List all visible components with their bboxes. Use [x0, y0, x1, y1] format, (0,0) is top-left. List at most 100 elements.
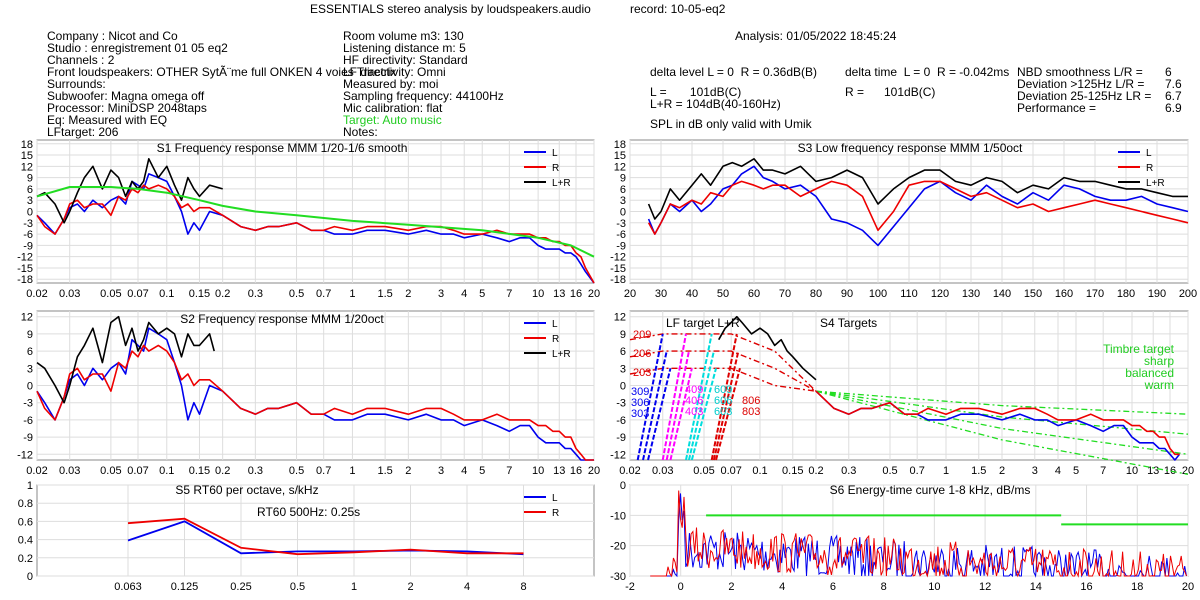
s4-y-tick-label: 6	[620, 346, 626, 358]
s3-y-tick-label: 0	[620, 207, 626, 219]
s6-series-etc	[650, 490, 1187, 578]
s4-lf-target-riser	[712, 350, 740, 461]
s3-x-tick-label: 100	[869, 288, 887, 300]
s1-x-tick-label: 3	[438, 288, 444, 300]
s5-plot-area	[36, 484, 595, 577]
s2-x-tick-label: 0.02	[26, 465, 47, 477]
s2-x-tick-label: 0.5	[289, 465, 304, 477]
s3-title: S3 Low frequency response MMM 1/50oct	[798, 141, 1023, 155]
s1-legend-label: R	[552, 163, 559, 174]
s2-legend-label: R	[552, 334, 559, 345]
s3-x-tick-label: 110	[900, 288, 918, 300]
s4-title: S4 Targets	[820, 316, 877, 330]
s4-x-tick-label: 16	[1164, 465, 1176, 477]
s2-y-tick-label: 3	[27, 363, 33, 375]
s2-y-tick-label: 9	[27, 329, 33, 341]
s4-x-tick-label: 0.07	[720, 465, 741, 477]
s4-x-tick-label: 20	[1182, 465, 1194, 477]
s2-x-tick-label: 0.1	[159, 465, 174, 477]
channels: Channels : 2	[47, 53, 115, 67]
s3-series-r	[647, 180, 1189, 235]
spl-note: SPL in dB only valid with Umik	[650, 117, 812, 131]
mic-calibration: Mic calibration: flat	[343, 101, 443, 115]
s6-title: S6 Energy-time curve 1-8 kHz, dB/ms	[830, 483, 1031, 497]
deviation-hf-label: Deviation >125Hz L/R =	[1017, 77, 1145, 91]
s3-x-tick-label: 60	[748, 288, 760, 300]
s2-x-tick-label: 0.2	[215, 465, 230, 477]
s4-label-60x: 606	[714, 395, 732, 407]
s6-y-tick-label: -30	[610, 571, 626, 583]
s4-lf-target-riser	[669, 368, 693, 461]
s3-y-tick-label: -12	[610, 252, 626, 264]
s4-chart: 0.02 0.03 0.05 0.07 0.1 0.15 0.2 0.3 0.5 0.7 1 1.5 2…	[610, 310, 1194, 477]
s4-lf-target-riser	[685, 333, 713, 461]
s1-y-tick-label: 0	[27, 207, 33, 219]
s1-x-tick-label: 4	[461, 288, 467, 300]
s4-label-30x: 309	[631, 386, 649, 398]
s4-x-tick-label: 0.05	[693, 465, 714, 477]
s2-series-r	[36, 344, 594, 461]
s4-label-20x: 206	[633, 348, 651, 360]
target-info: Target: Auto music	[343, 113, 442, 127]
s1-y-tick-label: -6	[23, 229, 33, 241]
s5-x-tick-label: 0.5	[290, 581, 305, 593]
s1-y-tick-label: 6	[27, 184, 33, 196]
s4-label-40x: 403	[685, 406, 703, 418]
company: Company : Nicot and Co	[47, 29, 178, 43]
s3-chart: 20 30 40 50 60 70 80 90 100 110 120 130 140 150 160 170…	[610, 139, 1197, 300]
s4-x-tick-label: 0.7	[910, 465, 925, 477]
s4-label-80x: 806	[742, 395, 760, 407]
listening-distance: Listening distance m: 5	[343, 41, 466, 55]
s3-legend-label: L+R	[1146, 178, 1165, 189]
s4-lf-target-curve	[629, 367, 817, 392]
s2-x-tick-label: 4	[461, 465, 467, 477]
s4-label-80x: 803	[742, 406, 760, 418]
s1-x-tick-label: 0.05	[100, 288, 121, 300]
s4-x-tick-label: 0.03	[652, 465, 673, 477]
s4-label-20x: 203	[633, 367, 651, 379]
s3-x-tick-label: 180	[1117, 288, 1135, 300]
s4-x-tick-label: 7	[1100, 465, 1106, 477]
s1-y-tick-label: -15	[17, 263, 33, 275]
s4-y-tick-label: -12	[610, 449, 626, 461]
deviation-lf-label: Deviation 25-125Hz LR =	[1017, 89, 1152, 103]
s1-x-tick-label: 5	[479, 288, 485, 300]
s1-x-tick-label: 0.03	[59, 288, 80, 300]
s1-legend-label: L	[552, 148, 558, 159]
s4-x-tick-label: 2	[999, 465, 1005, 477]
s1-y-tick-label: 9	[27, 173, 33, 185]
studio: Studio : enregistrement 01 05 eq2	[47, 41, 228, 55]
s1-x-tick-label: 0.5	[289, 288, 304, 300]
s2-y-tick-label: -9	[23, 432, 33, 444]
lr-level: L+R = 104dB(40-160Hz)	[650, 97, 781, 111]
s4-lf-target-riser	[665, 350, 690, 461]
s6-y-tick-label: 0	[620, 480, 626, 492]
lf-target: LFtarget: 206	[47, 125, 119, 139]
s4-timbre-label: warm	[1144, 378, 1174, 392]
s1-series-lplusr	[36, 158, 223, 224]
s5-x-tick-label: 8	[520, 581, 526, 593]
s4-lf-target-curve	[629, 350, 817, 392]
s6-x-tick-label: 6	[830, 581, 836, 593]
s4-timbre-target-line	[815, 390, 1189, 475]
s4-timbre-label: balanced	[1125, 366, 1174, 380]
delta-level: delta level L = 0 R = 0.36dB(B)	[650, 65, 817, 79]
s4-x-tick-label: 1.5	[971, 465, 986, 477]
s5-x-tick-label: 1	[351, 581, 357, 593]
subwoofer: Subwoofer: Magna omega off	[47, 89, 205, 103]
s3-x-tick-label: 30	[655, 288, 667, 300]
s3-y-tick-label: -15	[610, 263, 626, 275]
s5-y-tick-label: 0.8	[18, 498, 33, 510]
s4-label-40x: 406	[685, 395, 703, 407]
s4-series-r	[815, 390, 1180, 456]
s4-y-tick-label: -3	[616, 398, 626, 410]
room-volume: Room volume m3: 130	[343, 29, 464, 43]
s3-x-tick-label: 160	[1055, 288, 1073, 300]
s4-lf-target-riser	[642, 350, 668, 461]
s1-x-tick-label: 1.5	[377, 288, 392, 300]
delta-time: delta time L = 0 R = -0.042ms	[845, 65, 1010, 79]
s3-series-l	[647, 165, 1189, 247]
s2-x-tick-label: 1.5	[377, 465, 392, 477]
